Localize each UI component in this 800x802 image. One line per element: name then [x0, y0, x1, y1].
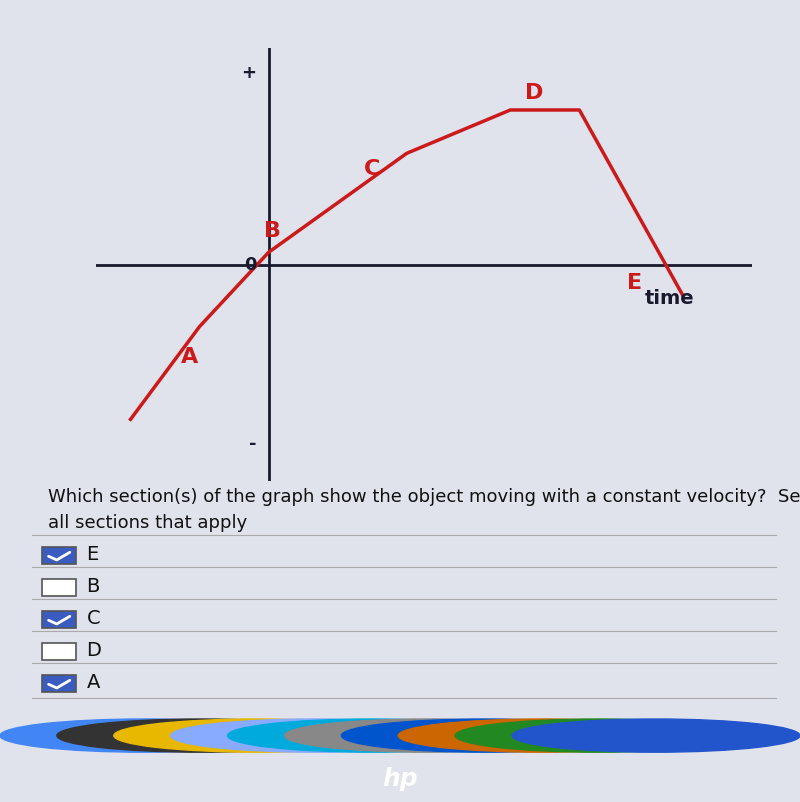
Text: D: D [526, 83, 544, 103]
Text: A: A [181, 347, 198, 367]
Circle shape [455, 719, 743, 752]
Circle shape [227, 719, 515, 752]
FancyBboxPatch shape [42, 675, 76, 692]
FancyBboxPatch shape [42, 611, 76, 628]
Text: B: B [86, 577, 100, 596]
Text: E: E [86, 545, 98, 564]
Text: +: + [242, 64, 256, 82]
Circle shape [342, 719, 630, 752]
Text: E: E [627, 273, 642, 294]
Text: time: time [644, 290, 694, 308]
Text: D: D [86, 641, 102, 660]
FancyBboxPatch shape [42, 579, 76, 596]
Circle shape [114, 719, 402, 752]
Text: C: C [86, 609, 100, 628]
Circle shape [170, 719, 458, 752]
Text: A: A [86, 673, 100, 692]
Circle shape [0, 719, 288, 752]
FancyBboxPatch shape [42, 547, 76, 564]
Circle shape [57, 719, 345, 752]
Circle shape [285, 719, 573, 752]
Text: -: - [249, 435, 256, 453]
Text: C: C [364, 159, 380, 179]
FancyBboxPatch shape [42, 643, 76, 660]
Text: 0: 0 [244, 256, 256, 273]
Text: Which section(s) of the graph show the object moving with a constant velocity?  : Which section(s) of the graph show the o… [48, 488, 800, 533]
Text: hp: hp [382, 767, 418, 791]
Circle shape [512, 719, 800, 752]
Circle shape [398, 719, 686, 752]
Text: B: B [263, 221, 281, 241]
